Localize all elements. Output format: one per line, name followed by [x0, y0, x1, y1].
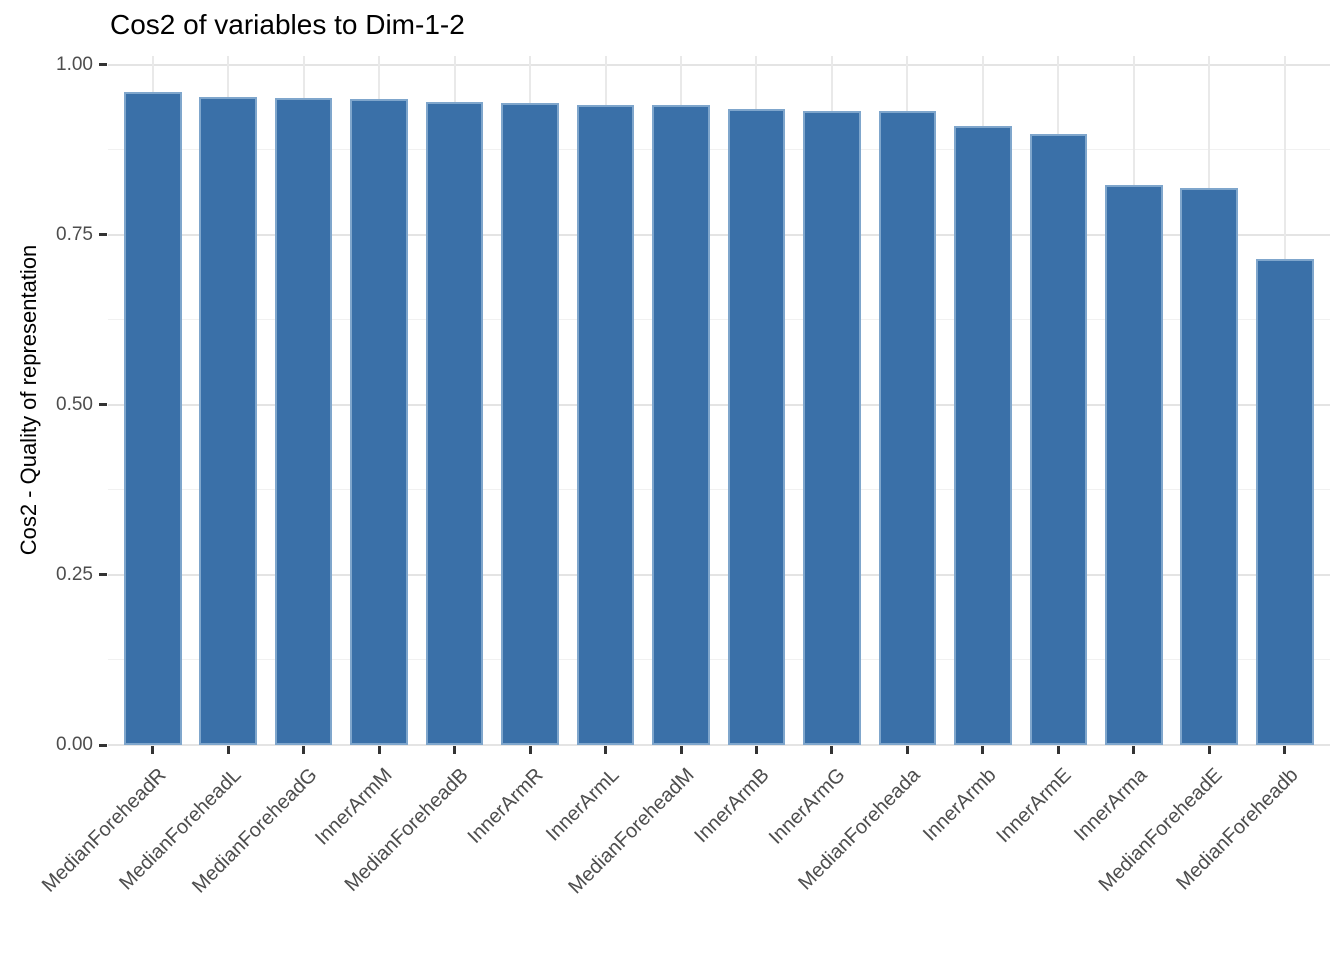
y-tick-label: 0.25	[56, 563, 93, 585]
gridline-major	[107, 63, 1330, 66]
bar	[652, 105, 710, 745]
x-tick-mark	[754, 746, 758, 754]
x-tick-mark	[1056, 746, 1060, 754]
bar	[1105, 184, 1163, 745]
x-tick-mark	[302, 746, 306, 754]
bar	[123, 92, 182, 745]
x-tick-mark	[604, 746, 608, 754]
bar	[425, 101, 484, 745]
x-tick-mark	[679, 746, 683, 754]
x-tick-mark	[226, 746, 230, 754]
y-tick-mark	[99, 233, 107, 237]
chart-title: Cos2 of variables to Dim-1-2	[110, 9, 465, 40]
bar	[576, 104, 635, 745]
gridline-minor	[107, 659, 1330, 661]
x-tick-mark	[1283, 746, 1287, 754]
bar	[274, 97, 333, 745]
bar	[727, 109, 786, 745]
bar	[1255, 259, 1314, 745]
bar	[803, 110, 861, 745]
y-tick-label: 0.50	[56, 393, 93, 415]
x-tick-mark	[981, 746, 985, 754]
gridline-major	[107, 573, 1330, 576]
x-tick-mark	[1132, 746, 1136, 754]
gridline-major	[107, 744, 1330, 746]
gridline-major	[107, 233, 1330, 236]
y-tick-label: 0.75	[56, 223, 93, 245]
bar	[350, 99, 408, 745]
gridline-minor	[107, 149, 1330, 151]
x-tick-mark	[905, 746, 909, 754]
x-tick-mark	[830, 746, 834, 754]
bar	[878, 111, 937, 745]
bar	[199, 97, 258, 745]
gridline-major	[107, 403, 1330, 406]
bar	[501, 102, 559, 745]
gridline-minor	[107, 489, 1330, 491]
bar	[1180, 188, 1239, 745]
x-tick-mark	[453, 746, 457, 754]
x-tick-mark	[528, 746, 532, 754]
x-tick-mark	[377, 746, 381, 754]
gridline-minor	[107, 319, 1330, 321]
y-tick-mark	[99, 63, 107, 66]
bar	[1029, 133, 1088, 745]
x-tick-mark	[1207, 746, 1211, 754]
y-tick-label: 0.00	[56, 734, 93, 755]
y-tick-mark	[99, 573, 107, 577]
bar	[954, 125, 1012, 745]
y-tick-label: 1.00	[56, 53, 93, 75]
y-tick-mark	[99, 403, 107, 407]
y-tick-mark	[99, 743, 107, 747]
x-tick-mark	[151, 746, 155, 754]
